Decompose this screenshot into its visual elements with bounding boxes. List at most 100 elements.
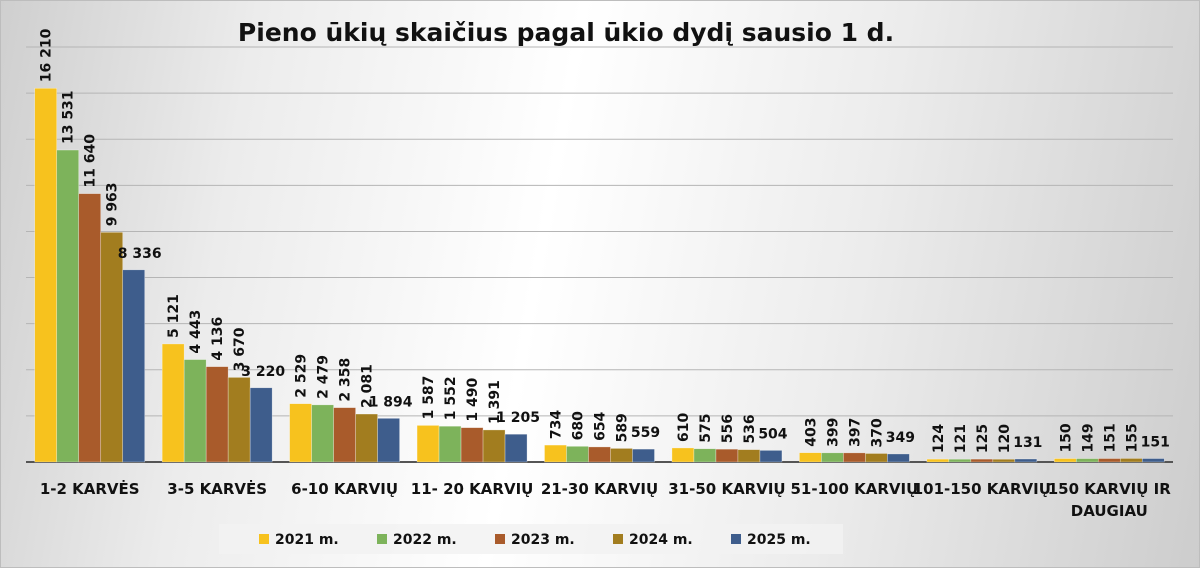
- data-label: 536: [742, 414, 758, 443]
- data-label: 151: [1141, 435, 1170, 451]
- category-label: 21-30 KARVIŲ: [541, 480, 658, 498]
- bar: [821, 452, 844, 463]
- bar: [887, 453, 910, 463]
- bar: [715, 448, 739, 463]
- category-label: 31-50 KARVIŲ: [668, 480, 785, 498]
- data-label: 155: [1124, 423, 1140, 452]
- bar: [843, 452, 866, 463]
- data-label: 131: [1013, 435, 1042, 451]
- legend-swatch: [731, 534, 741, 544]
- data-label: 2 529: [294, 354, 310, 398]
- data-label: 150: [1058, 423, 1074, 452]
- bar: [992, 458, 1016, 463]
- data-label: 1 552: [443, 376, 459, 420]
- data-label: 1 490: [465, 378, 481, 422]
- data-label: 556: [720, 414, 736, 443]
- data-label: 1 205: [496, 410, 540, 426]
- data-label: 149: [1080, 423, 1096, 452]
- category-label: 3-5 KARVĖS: [167, 479, 267, 498]
- data-label: 680: [571, 411, 587, 440]
- legend-swatch: [259, 534, 269, 544]
- legend-label: 2025 m.: [747, 532, 811, 548]
- bar: [1097, 458, 1121, 463]
- data-label: 2 479: [316, 355, 332, 399]
- data-label: 151: [1102, 423, 1118, 452]
- bar: [289, 403, 312, 463]
- data-label: 610: [676, 412, 692, 441]
- category-label: 51-100 KARVIŲ: [790, 480, 918, 498]
- bar: [355, 413, 378, 463]
- bar: [865, 453, 888, 463]
- data-label: 9 963: [105, 182, 121, 226]
- data-label: 734: [549, 410, 565, 439]
- bar: [566, 446, 589, 463]
- data-label: 125: [975, 424, 991, 453]
- bar: [460, 427, 484, 463]
- bar: [482, 429, 506, 463]
- data-label: 16 210: [39, 28, 55, 82]
- data-label: 3 670: [232, 327, 248, 371]
- bar: [56, 149, 80, 463]
- bar: [1119, 458, 1143, 463]
- bar: [377, 418, 400, 463]
- legend-swatch: [613, 534, 623, 544]
- data-label: 654: [593, 411, 609, 440]
- bar: [799, 452, 822, 463]
- category-label: DAUGIAU: [1071, 502, 1148, 520]
- data-label: 589: [615, 413, 631, 442]
- data-label: 13 531: [61, 90, 77, 144]
- bar: [227, 377, 251, 463]
- bar: [759, 450, 783, 463]
- data-label: 124: [931, 424, 947, 453]
- bar: [34, 87, 58, 463]
- bar: [1053, 458, 1077, 463]
- bar: [333, 407, 356, 463]
- category-label: 6-10 KARVIŲ: [291, 480, 398, 498]
- category-label: 1-2 KARVĖS: [40, 479, 140, 498]
- data-label: 349: [886, 430, 915, 446]
- bar: [249, 387, 273, 463]
- legend-swatch: [377, 534, 387, 544]
- bar: [78, 193, 102, 463]
- legend-label: 2023 m.: [511, 532, 575, 548]
- category-label: 11- 20 KARVIŲ: [411, 480, 534, 498]
- data-label: 370: [869, 418, 885, 447]
- bar: [610, 448, 633, 463]
- data-label: 8 336: [118, 246, 162, 262]
- bar: [1014, 458, 1038, 463]
- bar: [926, 458, 950, 463]
- legend-label: 2022 m.: [393, 532, 457, 548]
- data-label: 3 220: [241, 364, 285, 380]
- data-label: 1 391: [487, 380, 503, 424]
- bar: [970, 458, 994, 463]
- bar: [1075, 458, 1099, 463]
- data-label: 559: [631, 425, 660, 441]
- data-label: 575: [698, 414, 714, 443]
- data-label: 5 121: [166, 294, 182, 338]
- bar: [416, 425, 440, 463]
- legend-swatch: [495, 534, 505, 544]
- chart-title: Pieno ūkių skaičius pagal ūkio dydį saus…: [238, 18, 894, 47]
- bar: [205, 366, 229, 463]
- bar: [632, 448, 655, 463]
- bar: [100, 231, 124, 463]
- data-label: 4 443: [188, 310, 204, 354]
- bar: [737, 449, 761, 463]
- data-label: 4 136: [210, 317, 226, 361]
- data-label: 121: [953, 424, 969, 453]
- legend-label: 2021 m.: [275, 532, 339, 548]
- data-label: 2 081: [360, 364, 376, 408]
- bar: [122, 269, 146, 463]
- bar: [504, 433, 528, 463]
- bar: [161, 343, 185, 463]
- category-label: 101-150 KARVIŲ: [913, 480, 1051, 498]
- data-label: 399: [825, 418, 841, 447]
- legend-label: 2024 m.: [629, 532, 693, 548]
- category-label: 150 KARVIŲ IR: [1048, 480, 1171, 498]
- data-label: 11 640: [83, 134, 99, 188]
- data-label: 1 587: [421, 376, 437, 420]
- bar: [544, 444, 567, 463]
- bar: [693, 448, 717, 463]
